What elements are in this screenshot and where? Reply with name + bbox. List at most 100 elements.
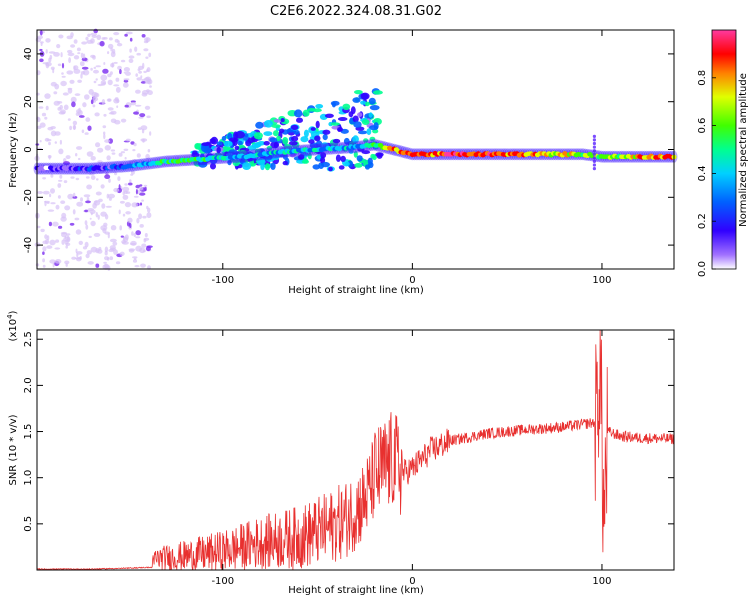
spectrogram-scatter-blob — [234, 145, 240, 151]
spectrogram-noise-blob — [110, 62, 115, 68]
spectrogram-noise-blob — [125, 211, 131, 215]
spectrogram-noise-blob — [42, 177, 46, 180]
spectrogram-noise-blob — [125, 31, 133, 35]
spectrogram-scatter-blob — [282, 137, 289, 145]
spectrogram-noise-blob — [123, 236, 126, 241]
spectrogram-scatter-blob — [198, 161, 207, 166]
spectrogram-noise-blob — [95, 263, 100, 268]
spectrogram-noise-blob — [74, 217, 80, 221]
spectrogram-scatter-blob — [271, 124, 281, 128]
spectrogram-noise-blob — [129, 160, 133, 164]
spectrogram-noise-blob — [149, 85, 152, 88]
snr-y-multiplier-exp: 4 — [6, 314, 14, 319]
spectrogram-noise-blob — [48, 57, 52, 63]
spectrogram-noise-blob — [115, 261, 121, 265]
spectrogram-noise-blob — [88, 171, 95, 176]
spectrogram-noise-blob — [48, 155, 51, 160]
spectrogram-scatter-blob — [315, 120, 320, 129]
spectrogram-noise-blob — [48, 221, 53, 227]
spectrogram-noise-blob — [45, 38, 51, 43]
spectrogram-noise-blob — [124, 156, 127, 160]
spectrogram-panel: -100 0 100 -40 -20 0 20 40 Height of straight … — [8, 28, 678, 296]
spectrogram-noise-blob — [73, 65, 76, 71]
spectrogram-noise-blob — [138, 70, 143, 74]
spectrogram-noise-blob — [104, 139, 111, 143]
spectrogram-noise-blob — [83, 194, 91, 198]
spectrogram-scatter-blob — [360, 92, 370, 100]
spectrogram-noise-blob — [42, 251, 45, 255]
spectrogram-noise-blob — [82, 53, 86, 59]
spectrogram-scatter-blob — [210, 136, 218, 145]
spectrogram-noise-blob — [90, 32, 98, 36]
colorbar-tick-label: 0.0 — [697, 261, 708, 277]
spectrogram-scatter-blob — [254, 148, 261, 154]
spectrogram-noise-blob — [119, 225, 122, 231]
spectrogram-noise-blob — [67, 193, 74, 200]
spectrogram-scatter-blob — [257, 141, 266, 146]
spectrogram-noise-blob — [108, 112, 115, 115]
snr-panel: -100 0 100 0.5 1.0 1.5 2.0 2.5 Height of strai… — [6, 310, 675, 596]
spectrogram-noise-blob — [101, 99, 106, 105]
spectrogram-scatter-blob — [376, 152, 383, 159]
x-tick-label: 0 — [409, 576, 415, 587]
spectrogram-noise-blob — [101, 203, 106, 209]
spectrogram-noise-blob — [107, 73, 112, 78]
spectrogram-noise-blob — [66, 70, 74, 75]
spectrogram-noise-layer — [34, 28, 153, 271]
spectrogram-noise-blob — [146, 205, 149, 210]
spectrogram-scatter-blob — [331, 101, 336, 108]
spectrogram-scatter-blob — [340, 155, 346, 162]
spectrogram-noise-blob — [72, 124, 77, 130]
spectrogram-noise-blob — [53, 91, 58, 95]
spectrogram-noise-blob — [77, 157, 81, 161]
spectrogram-noise-blob — [93, 28, 98, 34]
spectrogram-noise-blob — [76, 146, 83, 150]
spectrogram-noise-blob — [119, 200, 125, 204]
spectrogram-noise-blob — [139, 113, 146, 118]
spectrogram-noise-blob — [135, 89, 141, 94]
spectrogram-noise-blob — [82, 102, 87, 108]
spectrogram-noise-blob — [133, 142, 137, 147]
spectrogram-scatter-blob — [298, 154, 305, 160]
spectrogram-scatter-blob — [216, 146, 221, 154]
spectrogram-scatter-blob — [302, 109, 310, 117]
spectrogram-scatter-blob — [337, 126, 343, 132]
spectrogram-noise-blob — [98, 170, 105, 174]
spectrogram-noise-blob — [81, 57, 88, 62]
spectrogram-noise-blob — [78, 240, 84, 245]
spectrogram-noise-blob — [92, 202, 97, 209]
spectrogram-noise-blob — [67, 87, 73, 90]
spectrogram-scatter-blob — [290, 124, 299, 130]
spectrogram-noise-blob — [109, 256, 114, 261]
spectrogram-noise-blob — [121, 240, 127, 244]
spectrogram-noise-blob — [85, 200, 91, 204]
spectrogram-noise-blob — [100, 184, 105, 189]
spectrogram-scatter-blob — [366, 128, 372, 136]
spectrogram-noise-blob — [58, 148, 64, 155]
spectrogram-noise-blob — [135, 104, 142, 107]
spectrogram-noise-blob — [64, 260, 70, 265]
spectrogram-scatter-blob — [243, 133, 249, 138]
spectrogram-noise-blob — [44, 234, 48, 240]
spectrogram-noise-blob — [90, 99, 94, 105]
spectrogram-noise-blob — [84, 241, 89, 248]
spectrogram-noise-blob — [61, 72, 64, 75]
figure-title: C2E6.2022.324.08.31.G02 — [270, 4, 442, 19]
spectrogram-noise-blob — [95, 211, 99, 218]
y-tick-label: 1.0 — [23, 470, 34, 486]
spectrogram-noise-blob — [107, 79, 113, 86]
spectrogram-noise-blob — [44, 93, 51, 99]
spectrogram-noise-blob — [71, 256, 77, 260]
spectrogram-scatter-blob — [210, 162, 216, 170]
spectrogram-noise-blob — [146, 212, 152, 219]
spectrogram-spike-blob — [592, 149, 597, 153]
spectrogram-scatter-layer — [190, 88, 384, 172]
spectrogram-noise-blob — [102, 125, 107, 129]
spectrogram-noise-blob — [124, 33, 128, 37]
spectrogram-scatter-blob — [324, 113, 334, 119]
spectrogram-noise-blob — [76, 47, 81, 52]
spectrogram-noise-blob — [138, 213, 143, 220]
spectrogram-scatter-blob — [288, 141, 298, 146]
spectrogram-noise-blob — [54, 141, 57, 144]
